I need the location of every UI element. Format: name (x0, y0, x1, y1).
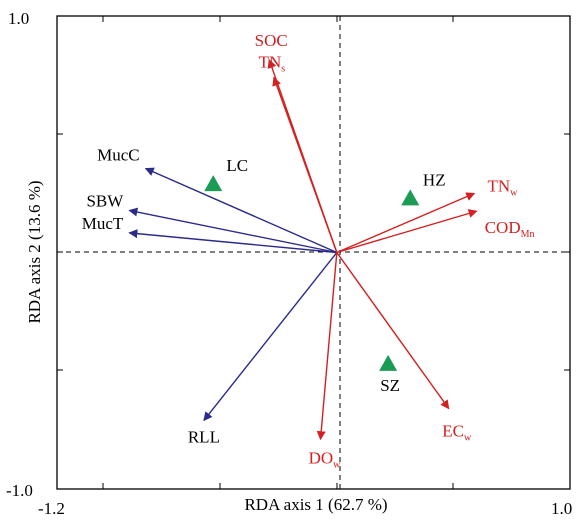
site-label-hz: HZ (423, 170, 446, 189)
vector-arrow-rll (203, 252, 338, 422)
x-tick-right: 1.0 (551, 499, 572, 518)
vector-arrow-ecw (336, 252, 450, 410)
vector-label-subscript: w (464, 433, 472, 444)
vector-label-mucc: MucC (97, 146, 140, 165)
site-label-sz: SZ (380, 376, 400, 395)
vector-label-main: TN (259, 52, 282, 71)
vector-label-ecw: ECw (442, 422, 472, 444)
vector-arrow-mucc (144, 167, 338, 254)
vector-arrow-codmn (336, 209, 478, 254)
vector-arrow-tns (272, 76, 338, 253)
vector-label-subscript: Mn (521, 229, 535, 240)
vector-label-tnw: TNw (487, 176, 518, 198)
site-marker-sz (379, 354, 398, 371)
vector-label-rll: RLL (188, 427, 220, 446)
vector-arrow-tnw (336, 192, 476, 254)
vector-label-main: EC (442, 422, 464, 441)
y-tick-top: 1.0 (8, 9, 29, 28)
x-axis-title: RDA axis 1 (62.7 %) (244, 495, 387, 514)
vector-label-subscript: w (510, 187, 518, 198)
vector-label-soc: SOC (255, 31, 288, 50)
vector-label-main: COD (485, 218, 521, 237)
vector-label-dow: DOw (309, 448, 342, 470)
site-marker-hz (401, 189, 420, 206)
vector-label-subscript: w (333, 459, 341, 470)
vector-arrow-sbw (128, 207, 337, 254)
vector-arrow-muct (128, 229, 337, 254)
sites: LC HZ SZ (204, 156, 446, 395)
vector-label-codmn: CODMn (485, 218, 535, 240)
x-tick-left: -1.2 (38, 499, 65, 518)
vector-label-tns: TNs (259, 52, 286, 74)
vector-label-main: TN (487, 176, 510, 195)
vector-arrow-dow (316, 252, 338, 441)
site-marker-lc (204, 175, 223, 192)
vector-label-sbw: SBW (86, 191, 124, 210)
vector-label-main: SOC (255, 31, 288, 50)
y-axis-title: RDA axis 2 (13.6 %) (25, 180, 44, 323)
vector-label-muct: MucT (82, 214, 124, 233)
y-tick-bottom: -1.0 (6, 481, 33, 500)
vector-label-main: DO (309, 448, 334, 467)
site-label-lc: LC (226, 156, 248, 175)
vector-label-subscript: s (281, 63, 285, 74)
